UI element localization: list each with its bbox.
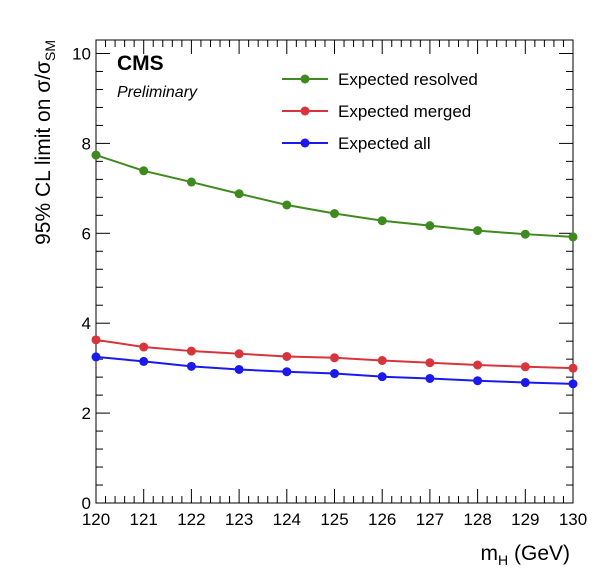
x-tick-label: 125 bbox=[320, 510, 348, 529]
y-tick-label: 6 bbox=[82, 224, 91, 243]
data-point-expected-merged bbox=[282, 351, 292, 361]
data-point-expected-merged bbox=[425, 358, 435, 368]
y-tick-labels: 0 2 4 6 8 10 bbox=[72, 44, 91, 513]
data-point-expected-all bbox=[91, 352, 101, 362]
plot-frame bbox=[95, 39, 574, 504]
data-point-expected-resolved bbox=[139, 166, 149, 176]
data-point-expected-merged bbox=[473, 360, 483, 370]
x-tick-label: 126 bbox=[368, 510, 396, 529]
legend-label: Expected all bbox=[338, 134, 431, 153]
data-point-expected-merged bbox=[91, 335, 101, 345]
x-tick-label: 130 bbox=[559, 510, 587, 529]
legend-label: Expected resolved bbox=[338, 70, 478, 89]
x-axis-title-rest: (GeV) bbox=[508, 542, 570, 565]
data-point-expected-resolved bbox=[425, 221, 435, 231]
y-tick-label: 10 bbox=[72, 44, 91, 63]
y-axis-title-main: 95% CL limit on σ/σ bbox=[32, 61, 55, 245]
data-point-expected-all bbox=[377, 372, 387, 382]
y-tick-label: 0 bbox=[82, 494, 91, 513]
data-point-expected-merged bbox=[186, 346, 196, 356]
data-point-expected-all bbox=[139, 356, 149, 366]
y-axis-title-sub: SM bbox=[42, 40, 58, 61]
data-point-expected-all bbox=[186, 361, 196, 371]
data-point-expected-resolved bbox=[91, 150, 101, 160]
series-expected-merged bbox=[91, 335, 578, 373]
x-tick-labels: 120 121 122 123 124 125 126 127 128 129 130 bbox=[82, 510, 587, 529]
data-point-expected-resolved bbox=[568, 232, 578, 242]
data-point-expected-merged bbox=[139, 342, 149, 352]
x-tick-label: 124 bbox=[273, 510, 301, 529]
axis-ticks bbox=[95, 40, 574, 504]
data-point-expected-all bbox=[330, 369, 339, 379]
legend-entry-expected-all: Expected all bbox=[282, 134, 431, 153]
x-tick-label: 129 bbox=[511, 510, 539, 529]
data-point-expected-resolved bbox=[377, 216, 387, 226]
x-tick-label: 121 bbox=[130, 510, 158, 529]
x-axis-title-sub: H bbox=[498, 552, 508, 568]
x-axis-title: mH (GeV) bbox=[481, 542, 570, 568]
data-point-expected-all bbox=[425, 373, 435, 383]
data-point-expected-all bbox=[234, 364, 244, 374]
y-tick-label: 4 bbox=[82, 314, 91, 333]
x-tick-label: 122 bbox=[177, 510, 205, 529]
data-point-expected-resolved bbox=[520, 229, 530, 239]
x-axis-title-main: m bbox=[481, 542, 499, 565]
series-expected-all bbox=[91, 352, 578, 389]
data-point-expected-resolved bbox=[330, 209, 339, 219]
x-tick-label: 120 bbox=[82, 510, 110, 529]
data-point-expected-all bbox=[473, 376, 483, 386]
x-tick-label: 123 bbox=[225, 510, 253, 529]
legend: Expected resolved Expected merged Expected… bbox=[282, 70, 478, 153]
data-point-expected-merged bbox=[568, 363, 578, 373]
x-tick-label: 127 bbox=[416, 510, 444, 529]
data-point-expected-merged bbox=[330, 353, 339, 363]
legend-swatch-marker bbox=[300, 106, 310, 116]
data-point-expected-all bbox=[568, 379, 578, 389]
data-point-expected-resolved bbox=[282, 200, 292, 210]
data-point-expected-all bbox=[520, 378, 530, 388]
legend-entry-expected-resolved: Expected resolved bbox=[282, 70, 478, 89]
legend-swatch-marker bbox=[300, 74, 310, 84]
data-point-expected-resolved bbox=[234, 189, 244, 199]
data-point-expected-resolved bbox=[473, 226, 483, 236]
y-tick-label: 8 bbox=[82, 134, 91, 153]
series-expected-resolved bbox=[91, 150, 578, 242]
y-tick-label: 2 bbox=[82, 404, 91, 423]
legend-label: Expected merged bbox=[338, 102, 471, 121]
y-axis-title: 95% CL limit on σ/σSM bbox=[32, 40, 58, 245]
data-point-expected-all bbox=[282, 367, 292, 377]
legend-entry-expected-merged: Expected merged bbox=[282, 102, 471, 121]
experiment-label: CMS bbox=[117, 52, 164, 75]
data-point-expected-resolved bbox=[186, 177, 196, 187]
legend-swatch-marker bbox=[300, 138, 310, 148]
series-layer bbox=[91, 150, 578, 389]
data-point-expected-merged bbox=[377, 356, 387, 366]
series-line-expected-resolved bbox=[95, 154, 574, 238]
x-tick-label: 128 bbox=[463, 510, 491, 529]
data-point-expected-merged bbox=[234, 349, 244, 359]
data-point-expected-merged bbox=[520, 362, 530, 372]
status-label: Preliminary bbox=[117, 84, 198, 101]
